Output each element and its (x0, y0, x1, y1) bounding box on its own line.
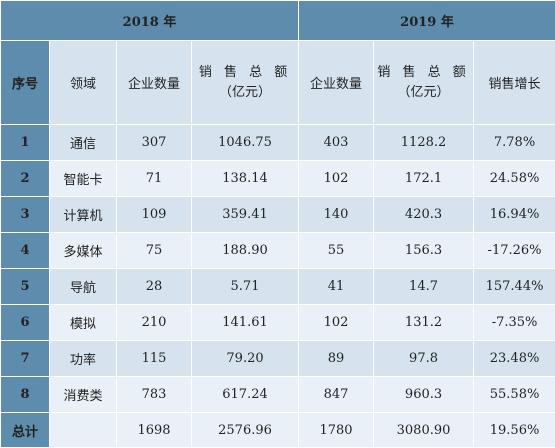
count-2018-cell: 71 (117, 161, 192, 197)
row-index-cell: 4 (1, 233, 50, 269)
row-index-cell: 2 (1, 161, 50, 197)
sales-2018-cell: 359.41 (192, 197, 299, 233)
year-header-row: 2018 年 2019 年 (1, 1, 555, 41)
count-2019-cell: 403 (299, 125, 374, 161)
domain-cell: 导航 (50, 269, 117, 305)
domain-cell: 消费类 (50, 377, 117, 413)
count-2018-cell: 783 (117, 377, 192, 413)
sales-2018-header-line2: （亿元） (192, 83, 298, 103)
count-2018-cell: 109 (117, 197, 192, 233)
row-index-cell: 5 (1, 269, 50, 305)
total-growth-cell: 19.56% (474, 413, 555, 448)
count-2019-cell: 41 (299, 269, 374, 305)
sales-2019-cell: 960.3 (374, 377, 474, 413)
sales-2019-header: 销 售 总 额 （亿元） (374, 41, 474, 125)
domain-cell: 智能卡 (50, 161, 117, 197)
count-2018-header: 企业数量 (117, 41, 192, 125)
domain-cell: 功率 (50, 341, 117, 377)
sales-2018-header-line1: 销 售 总 额 (192, 63, 298, 83)
year-2018-header: 2018 年 (1, 1, 299, 41)
total-count-2019-cell: 1780 (299, 413, 374, 448)
sales-2019-header-line1: 销 售 总 额 (374, 63, 473, 83)
growth-cell: -17.26% (474, 233, 555, 269)
sales-2019-cell: 172.1 (374, 161, 474, 197)
growth-cell: 157.44% (474, 269, 555, 305)
sales-2018-cell: 617.24 (192, 377, 299, 413)
count-2019-cell: 89 (299, 341, 374, 377)
row-index-cell: 8 (1, 377, 50, 413)
growth-header: 销售增长 (474, 41, 555, 125)
growth-cell: -7.35% (474, 305, 555, 341)
growth-cell: 16.94% (474, 197, 555, 233)
row-index-cell: 3 (1, 197, 50, 233)
total-sales-2018-cell: 2576.96 (192, 413, 299, 448)
row-index-cell: 1 (1, 125, 50, 161)
total-label: 总计 (1, 413, 50, 448)
row-index-cell: 7 (1, 341, 50, 377)
growth-cell: 55.58% (474, 377, 555, 413)
sales-2019-cell: 97.8 (374, 341, 474, 377)
total-sales-2019-cell: 3080.90 (374, 413, 474, 448)
count-2019-cell: 102 (299, 161, 374, 197)
domain-header: 领域 (50, 41, 117, 125)
year-2019-header: 2019 年 (299, 1, 555, 41)
sales-2018-cell: 79.20 (192, 341, 299, 377)
sales-2018-header: 销 售 总 额 （亿元） (192, 41, 299, 125)
sales-2018-cell: 5.71 (192, 269, 299, 305)
sales-2019-cell: 420.3 (374, 197, 474, 233)
sales-2018-cell: 188.90 (192, 233, 299, 269)
sales-2019-cell: 156.3 (374, 233, 474, 269)
column-header-row: 序号 领域 企业数量 销 售 总 额 （亿元） 企业数量 销 售 总 额 （亿元… (1, 41, 555, 125)
sales-2018-cell: 1046.75 (192, 125, 299, 161)
row-index-cell: 6 (1, 305, 50, 341)
count-2019-header: 企业数量 (299, 41, 374, 125)
count-2018-cell: 210 (117, 305, 192, 341)
count-2019-cell: 102 (299, 305, 374, 341)
count-2018-cell: 115 (117, 341, 192, 377)
total-count-2018-cell: 1698 (117, 413, 192, 448)
count-2019-cell: 55 (299, 233, 374, 269)
sales-2018-cell: 141.61 (192, 305, 299, 341)
growth-cell: 23.48% (474, 341, 555, 377)
sales-2019-header-line2: （亿元） (374, 83, 473, 103)
count-2018-cell: 28 (117, 269, 192, 305)
total-domain-cell (50, 413, 117, 448)
domain-cell: 模拟 (50, 305, 117, 341)
growth-cell: 24.58% (474, 161, 555, 197)
count-2019-cell: 140 (299, 197, 374, 233)
count-2019-cell: 847 (299, 377, 374, 413)
domain-cell: 多媒体 (50, 233, 117, 269)
sales-2019-cell: 1128.2 (374, 125, 474, 161)
count-2018-cell: 307 (117, 125, 192, 161)
sales-2019-cell: 131.2 (374, 305, 474, 341)
seq-header: 序号 (1, 41, 50, 125)
count-2018-cell: 75 (117, 233, 192, 269)
domain-cell: 通信 (50, 125, 117, 161)
sales-2018-cell: 138.14 (192, 161, 299, 197)
growth-cell: 7.78% (474, 125, 555, 161)
domain-cell: 计算机 (50, 197, 117, 233)
total-row: 总计 1698 2576.96 1780 3080.90 19.56% (1, 413, 555, 448)
sales-2019-cell: 14.7 (374, 269, 474, 305)
